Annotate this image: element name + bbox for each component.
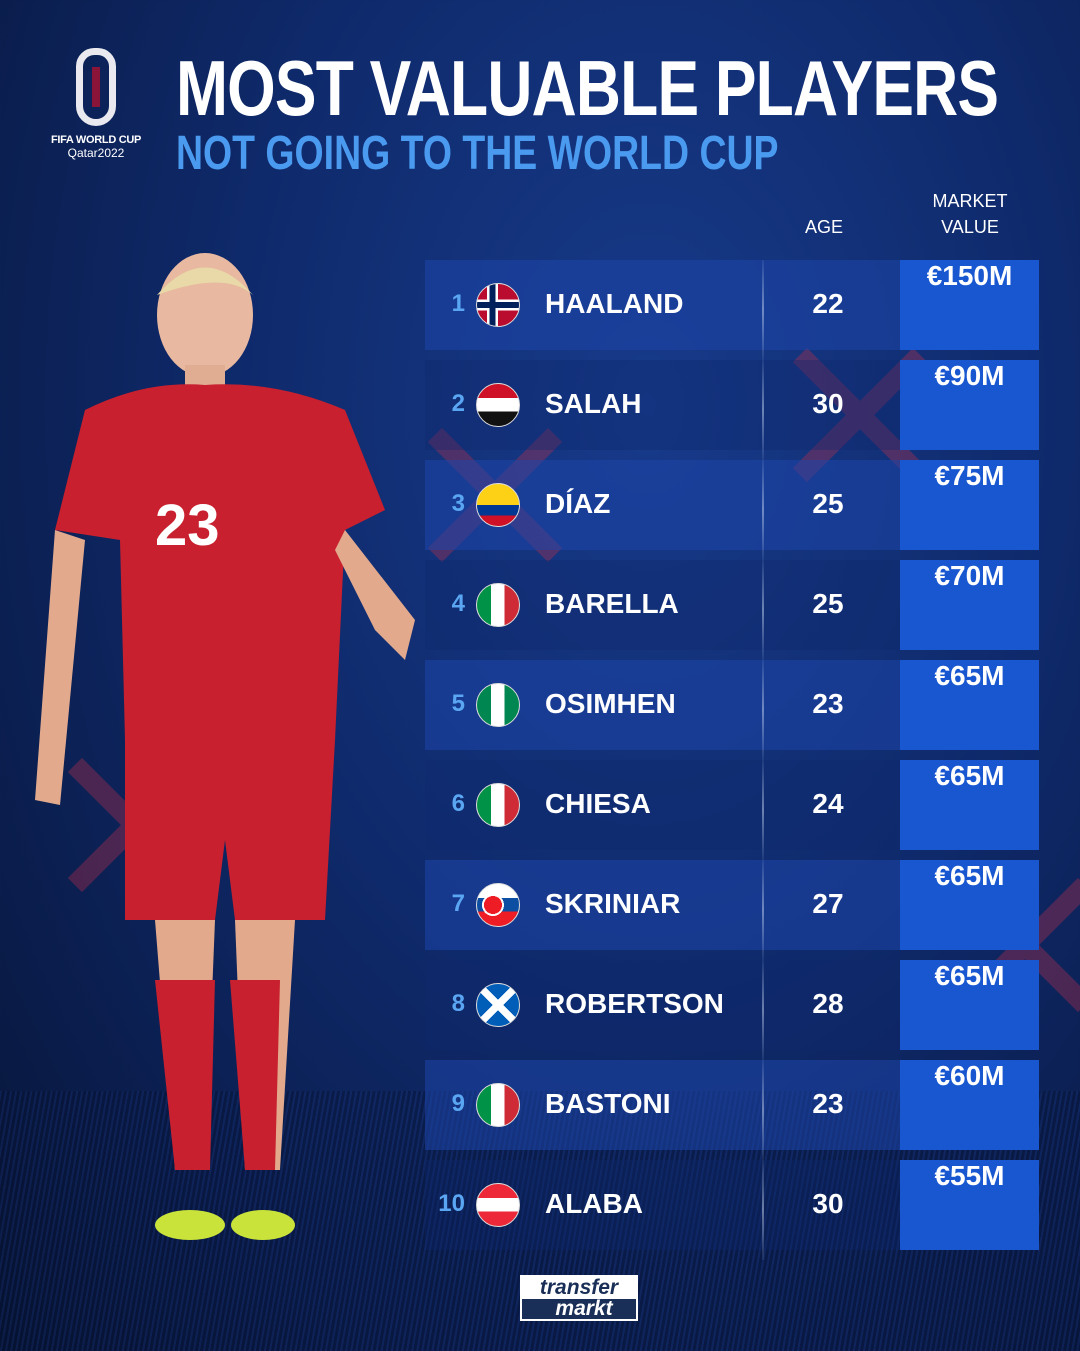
norway-flag-icon (476, 283, 520, 327)
egypt-flag-icon (476, 383, 520, 427)
rank: 10 (438, 1190, 465, 1217)
player-age: 25 (812, 588, 844, 619)
column-divider (762, 460, 764, 560)
player-name: OSIMHEN (545, 688, 676, 719)
logo-text: markt (555, 1297, 613, 1320)
player-age: 22 (812, 288, 844, 319)
table-row: 8 ROBERTSON 28 €65M (425, 960, 1039, 1060)
scotland-flag-icon (476, 983, 520, 1027)
player-age: 28 (812, 988, 844, 1019)
nigeria-flag-icon (476, 683, 520, 727)
column-divider (762, 660, 764, 760)
column-divider (762, 760, 764, 860)
player-age: 30 (812, 1188, 844, 1219)
player-age: 23 (812, 688, 844, 719)
logo-text: Qatar2022 (67, 146, 125, 160)
column-header-age: AGE (804, 217, 843, 237)
player-name: BARELLA (545, 588, 679, 619)
rank: 7 (451, 890, 465, 917)
italy-flag-icon (476, 783, 520, 827)
transfermarkt-logo: transfer markt (520, 1275, 638, 1321)
logo-text: FIFA WORLD CUP (50, 134, 142, 146)
player-name: DÍAZ (545, 488, 611, 519)
market-value: €65M (900, 760, 1039, 850)
player-name: SALAH (545, 388, 642, 419)
rank: 2 (451, 390, 465, 417)
table-row: 6 CHIESA 24 €65M (425, 760, 1039, 860)
player-name: SKRINIAR (545, 888, 681, 919)
table-row: 3 DÍAZ 25 €75M (425, 460, 1039, 560)
column-divider (762, 1160, 764, 1260)
table-row: 10 ALABA 30 €55M (425, 1160, 1039, 1260)
rank: 9 (451, 1090, 465, 1117)
market-value: €65M (900, 960, 1039, 1050)
player-name: HAALAND (545, 288, 684, 319)
player-name: ALABA (545, 1188, 643, 1219)
italy-flag-icon (476, 583, 520, 627)
austria-flag-icon (476, 1183, 520, 1227)
market-value: €90M (900, 360, 1039, 450)
player-name: CHIESA (545, 788, 651, 819)
player-age: 27 (812, 888, 844, 919)
rank: 3 (451, 490, 465, 517)
rank: 5 (451, 690, 465, 717)
player-name: ROBERTSON (545, 988, 724, 1019)
page-title: MOST VALUABLE PLAYERS (176, 44, 999, 132)
market-value: €65M (900, 860, 1039, 950)
page-subtitle: NOT GOING TO THE WORLD CUP (176, 127, 779, 180)
italy-flag-icon (476, 1083, 520, 1127)
column-header-market-value: MARKET VALUE (932, 191, 1008, 237)
colombia-flag-icon (476, 483, 520, 527)
market-value: €70M (900, 560, 1039, 650)
slovakia-flag-icon (476, 883, 520, 927)
rank: 1 (451, 290, 465, 317)
rank: 4 (451, 590, 465, 617)
shirt-number: 23 (155, 493, 220, 558)
column-divider (762, 560, 764, 660)
market-value: €55M (900, 1160, 1039, 1250)
market-value: €75M (900, 460, 1039, 550)
column-divider (762, 360, 764, 460)
table-row: 5 OSIMHEN 23 €65M (425, 660, 1039, 760)
player-age: 23 (812, 1088, 844, 1119)
player-age: 25 (812, 488, 844, 519)
column-divider (762, 960, 764, 1060)
market-value: €65M (900, 660, 1039, 750)
table-row: 1 HAALAND 22 €150M (425, 260, 1039, 360)
column-divider (762, 1060, 764, 1160)
player-name: BASTONI (545, 1088, 671, 1119)
table-row: 2 SALAH 30 €90M (425, 360, 1039, 460)
market-value: €150M (900, 260, 1039, 350)
world-cup-trophy-icon (76, 48, 116, 126)
column-divider (762, 260, 764, 360)
player-photo: 23 (35, 253, 415, 1240)
player-age: 24 (812, 788, 844, 819)
player-age: 30 (812, 388, 844, 419)
table-row: 4 BARELLA 25 €70M (425, 560, 1039, 660)
market-value: €60M (900, 1060, 1039, 1150)
rank: 8 (451, 990, 465, 1017)
rank: 6 (451, 790, 465, 817)
table-row: 7 SKRINIAR 27 €65M (425, 860, 1039, 960)
column-divider (762, 860, 764, 960)
table-row: 9 BASTONI 23 €60M (425, 1060, 1039, 1160)
world-cup-logo: FIFA WORLD CUP Qatar2022 (44, 48, 148, 168)
logo-text: transfer (522, 1277, 636, 1299)
